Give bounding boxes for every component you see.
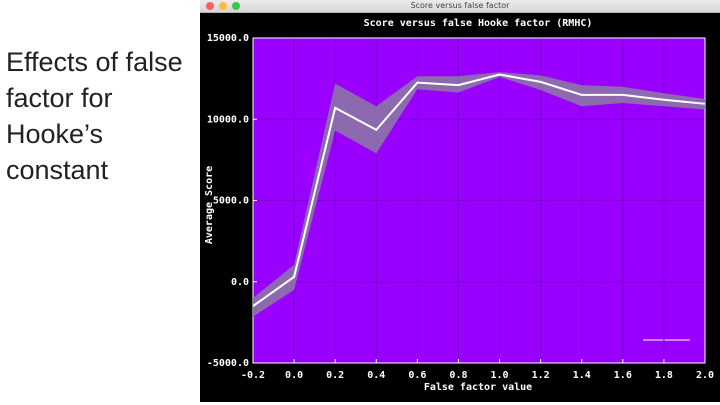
x-tick-label: 2.0 — [696, 370, 714, 381]
x-tick-label: 0.0 — [285, 370, 303, 381]
slide-title: Effects of false factor for Hooke’s cons… — [6, 47, 183, 185]
y-tick-label: 5000.0 — [213, 196, 249, 207]
chart-title: Score versus false Hooke factor (RMHC) — [364, 18, 593, 29]
data-line — [252, 73, 706, 307]
x-tick-label: -0.2 — [241, 370, 265, 381]
y-tick-label: 10000.0 — [207, 114, 249, 125]
minimize-button[interactable] — [219, 2, 227, 10]
x-tick-label: 0.2 — [326, 370, 344, 381]
x-axis-label: False factor value — [424, 382, 532, 393]
close-button[interactable] — [206, 2, 214, 10]
plot-frame — [252, 37, 706, 364]
x-tick-label: 1.8 — [655, 370, 673, 381]
x-tick-label: 1.4 — [573, 370, 591, 381]
error-band — [253, 72, 705, 317]
x-tick-label: 0.6 — [408, 370, 426, 381]
chart: Score versus false Hooke factor (RMHC) F… — [204, 18, 714, 393]
y-tick-label: -5000.0 — [207, 358, 249, 369]
window-title: Score versus false factor — [410, 1, 510, 10]
zoom-button[interactable] — [232, 2, 240, 10]
title-bar: Score versus false factor — [200, 0, 720, 13]
x-tick-label: 0.4 — [367, 370, 385, 381]
y-tick-label: 15000.0 — [207, 33, 249, 44]
x-tick-label: 0.8 — [449, 370, 467, 381]
x-tick-label: 1.6 — [614, 370, 632, 381]
x-tick-label: 1.0 — [491, 370, 509, 381]
y-tick-label: 0.0 — [231, 277, 249, 288]
y-axis-label: Average Score — [204, 166, 215, 244]
x-tick-label: 1.2 — [532, 370, 550, 381]
